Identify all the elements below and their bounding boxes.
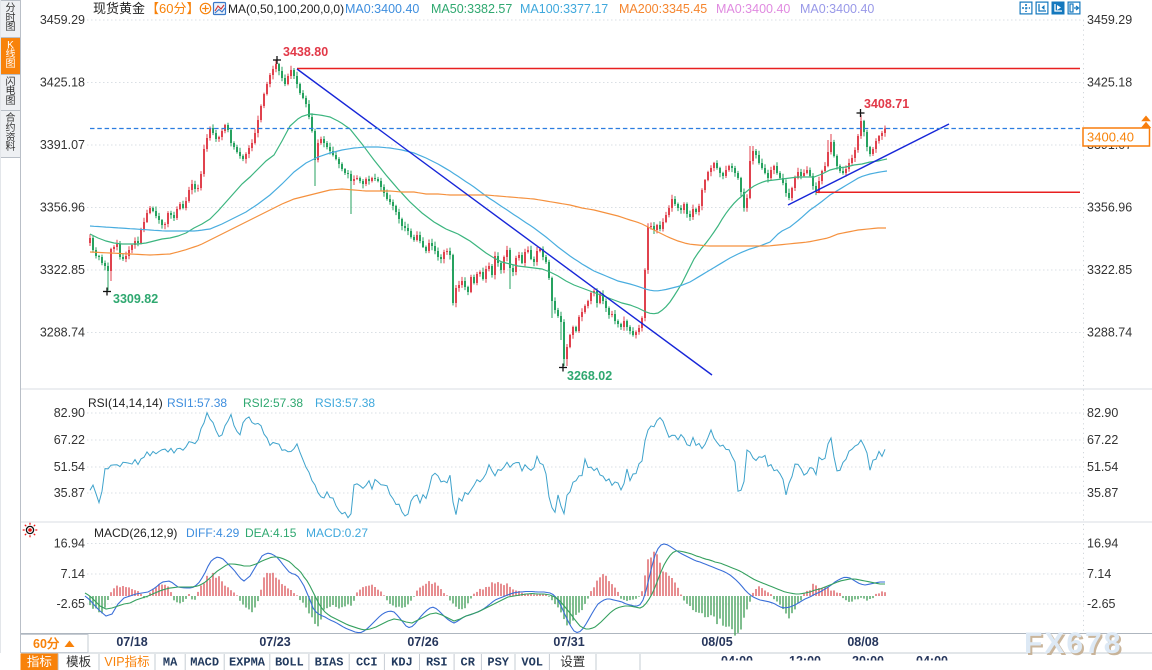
svg-text:3425.18: 3425.18 <box>40 76 85 90</box>
svg-text:3309.82: 3309.82 <box>113 292 158 306</box>
svg-text:3425.18: 3425.18 <box>1087 76 1132 90</box>
svg-text:16.94: 16.94 <box>54 537 85 551</box>
svg-text:VIP指标: VIP指标 <box>104 654 149 669</box>
svg-text:MA0:3400.40: MA0:3400.40 <box>716 2 790 16</box>
svg-text:MACD: MACD <box>190 656 219 670</box>
svg-text:3288.74: 3288.74 <box>1087 326 1132 340</box>
svg-text:RSI2:57.38: RSI2:57.38 <box>243 396 303 410</box>
svg-text:MA0:3400.40: MA0:3400.40 <box>345 2 419 16</box>
svg-text:07/26: 07/26 <box>407 635 438 649</box>
svg-text:MACD:0.27: MACD:0.27 <box>306 526 368 540</box>
svg-text:CR: CR <box>461 656 476 670</box>
svg-text:3391.07: 3391.07 <box>40 138 85 152</box>
svg-text:3356.96: 3356.96 <box>1087 201 1132 215</box>
svg-text:07/31: 07/31 <box>553 635 584 649</box>
svg-text:设置: 设置 <box>560 654 585 669</box>
svg-text:35.87: 35.87 <box>54 486 85 500</box>
svg-text:BIAS: BIAS <box>315 656 344 670</box>
svg-text:现货黄金: 现货黄金 <box>93 1 145 16</box>
svg-text:67.22: 67.22 <box>1087 433 1118 447</box>
svg-text:MACD(26,12,9): MACD(26,12,9) <box>94 526 177 540</box>
svg-text:MA: MA <box>163 656 178 670</box>
svg-text:3438.80: 3438.80 <box>283 45 328 59</box>
svg-text:04:00: 04:00 <box>916 654 948 668</box>
svg-text:PSY: PSY <box>487 656 509 670</box>
svg-text:-2.65: -2.65 <box>57 597 86 611</box>
svg-text:DEA:4.15: DEA:4.15 <box>245 526 297 540</box>
svg-text:3459.29: 3459.29 <box>40 13 85 27</box>
svg-text:7.14: 7.14 <box>61 567 85 581</box>
svg-text:51.54: 51.54 <box>1087 460 1118 474</box>
svg-text:20:00: 20:00 <box>852 654 884 668</box>
svg-text:FX678: FX678 <box>1026 629 1124 662</box>
svg-text:MA100:3377.17: MA100:3377.17 <box>520 2 608 16</box>
svg-text:16.94: 16.94 <box>1087 537 1118 551</box>
svg-text:RSI: RSI <box>426 656 448 670</box>
svg-text:EXPMA: EXPMA <box>229 656 266 670</box>
svg-text:3322.85: 3322.85 <box>1087 263 1132 277</box>
svg-text:RSI(14,14,14): RSI(14,14,14) <box>88 396 163 410</box>
svg-text:67.22: 67.22 <box>54 433 85 447</box>
svg-text:60分: 60分 <box>33 636 60 651</box>
svg-text:VOL: VOL <box>521 656 543 670</box>
svg-text:7.14: 7.14 <box>1087 567 1111 581</box>
svg-text:MA50:3382.57: MA50:3382.57 <box>431 2 512 16</box>
svg-text:指标: 指标 <box>27 654 52 669</box>
svg-text:3408.71: 3408.71 <box>864 97 909 111</box>
svg-text:07/23: 07/23 <box>259 635 290 649</box>
svg-text:08/05: 08/05 <box>701 635 732 649</box>
svg-text:【60分】: 【60分】 <box>146 1 199 16</box>
svg-text:51.54: 51.54 <box>54 460 85 474</box>
svg-text:82.90: 82.90 <box>1087 406 1118 420</box>
svg-text:82.90: 82.90 <box>54 406 85 420</box>
svg-text:DIFF:4.29: DIFF:4.29 <box>186 526 240 540</box>
svg-text:3288.74: 3288.74 <box>40 326 85 340</box>
svg-text:3356.96: 3356.96 <box>40 201 85 215</box>
svg-text:MA0:3400.40: MA0:3400.40 <box>800 2 874 16</box>
svg-text:MA(0,50,100,200,0,0): MA(0,50,100,200,0,0) <box>228 2 344 16</box>
svg-text:3322.85: 3322.85 <box>40 263 85 277</box>
svg-text:KDJ: KDJ <box>391 656 413 670</box>
svg-text:35.87: 35.87 <box>1087 486 1118 500</box>
svg-text:04:00: 04:00 <box>721 654 753 668</box>
svg-text:07/18: 07/18 <box>116 635 147 649</box>
svg-text:MA200:3345.45: MA200:3345.45 <box>619 2 707 16</box>
svg-text:3459.29: 3459.29 <box>1087 13 1132 27</box>
svg-text:CCI: CCI <box>356 656 378 670</box>
svg-text:BOLL: BOLL <box>275 656 304 670</box>
svg-text:FX678: FX678 <box>1024 627 1122 660</box>
svg-text:12:00: 12:00 <box>789 654 821 668</box>
svg-text:3268.02: 3268.02 <box>567 369 612 383</box>
svg-text:RSI3:57.38: RSI3:57.38 <box>315 396 375 410</box>
svg-text:RSI1:57.38: RSI1:57.38 <box>167 396 227 410</box>
svg-text:-2.65: -2.65 <box>1087 597 1116 611</box>
svg-text:模板: 模板 <box>66 655 92 669</box>
svg-text:3400.40: 3400.40 <box>1087 130 1134 145</box>
svg-text:08/08: 08/08 <box>847 635 878 649</box>
